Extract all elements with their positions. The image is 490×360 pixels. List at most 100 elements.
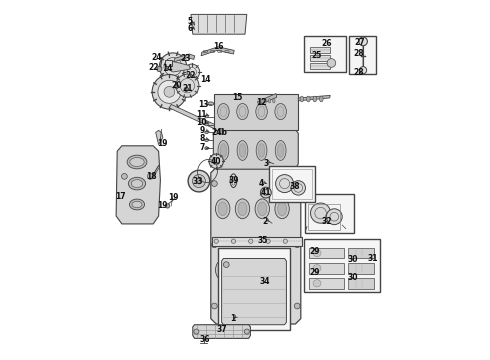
Circle shape [194,329,199,334]
Ellipse shape [258,144,265,157]
Ellipse shape [235,260,250,280]
Ellipse shape [258,202,267,216]
Ellipse shape [275,104,286,120]
Ellipse shape [255,260,270,280]
Bar [309,248,344,258]
Text: 26: 26 [321,39,332,48]
Text: 8: 8 [199,134,204,143]
Ellipse shape [255,199,270,219]
Circle shape [294,242,300,248]
Ellipse shape [216,199,230,219]
Bar [349,36,376,74]
Circle shape [164,86,175,97]
Ellipse shape [260,99,262,103]
Text: 21: 21 [182,84,193,93]
Text: 4: 4 [259,179,264,188]
Text: 6: 6 [188,24,193,33]
Ellipse shape [258,263,267,277]
Circle shape [275,175,294,193]
Text: 32: 32 [322,217,332,226]
Circle shape [184,64,199,80]
Ellipse shape [131,180,143,188]
Bar [271,169,312,199]
Ellipse shape [272,99,275,103]
Text: 19: 19 [168,194,178,202]
Polygon shape [258,94,277,105]
Bar [269,166,315,202]
Circle shape [212,181,217,186]
Text: 24b: 24b [212,128,228,137]
Text: 14: 14 [200,76,211,85]
Polygon shape [213,130,298,169]
Bar [305,194,354,233]
Text: 29: 29 [309,269,320,277]
Text: 40: 40 [210,157,221,166]
Ellipse shape [218,202,227,216]
Circle shape [209,154,223,168]
Text: 18: 18 [146,172,157,181]
Circle shape [166,204,170,208]
Text: 7: 7 [199,143,204,152]
Circle shape [218,129,224,134]
Text: 37: 37 [216,325,227,334]
Ellipse shape [205,139,208,141]
Ellipse shape [237,140,248,161]
Bar [309,263,344,274]
Ellipse shape [237,104,248,120]
Ellipse shape [277,144,284,157]
Ellipse shape [130,157,144,166]
Circle shape [157,67,162,72]
Polygon shape [167,61,190,72]
Polygon shape [156,130,163,145]
Text: 34: 34 [260,277,270,286]
Circle shape [245,329,249,334]
Text: 33: 33 [193,177,203,186]
Ellipse shape [275,140,286,161]
Circle shape [326,209,342,225]
Text: 11: 11 [196,110,207,119]
Circle shape [261,187,271,198]
Bar [310,55,330,61]
Circle shape [176,74,199,97]
Text: 35: 35 [257,236,268,245]
Polygon shape [174,54,195,62]
Text: 16: 16 [213,42,223,51]
Circle shape [170,63,176,70]
Ellipse shape [238,263,247,277]
Ellipse shape [275,199,289,219]
Text: 28: 28 [353,49,364,58]
Text: 28: 28 [353,68,364,77]
Circle shape [291,181,305,195]
Bar [212,237,302,246]
Text: 3: 3 [264,159,269,168]
Circle shape [122,174,127,179]
Ellipse shape [132,201,142,208]
Bar [218,248,290,330]
Circle shape [214,239,219,243]
Circle shape [188,170,210,192]
Ellipse shape [205,115,208,118]
Ellipse shape [313,265,321,272]
Text: 15: 15 [232,93,242,102]
Text: 38: 38 [290,182,300,191]
Text: 30: 30 [348,256,358,264]
Ellipse shape [307,96,310,102]
Ellipse shape [300,96,304,102]
Ellipse shape [235,199,250,219]
Circle shape [223,262,229,267]
Text: 19: 19 [157,201,168,210]
Bar [309,278,344,289]
Polygon shape [191,14,247,34]
Ellipse shape [319,96,323,102]
Circle shape [360,67,367,74]
Polygon shape [116,146,160,224]
Ellipse shape [256,140,267,161]
Circle shape [184,87,189,91]
Ellipse shape [238,202,247,216]
Polygon shape [193,325,250,338]
Circle shape [174,84,179,89]
Circle shape [147,174,153,179]
Circle shape [266,239,270,243]
Polygon shape [215,94,298,130]
Text: 10: 10 [196,118,207,127]
